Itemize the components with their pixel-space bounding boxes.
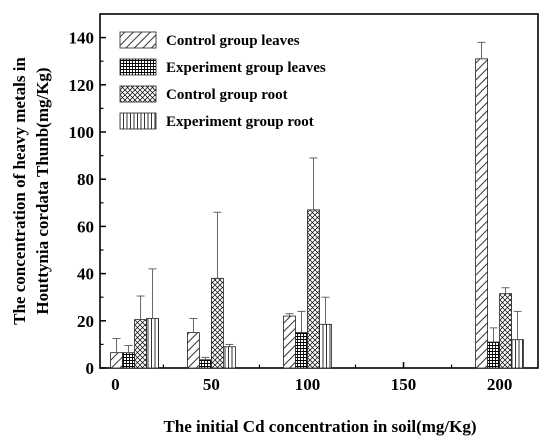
y-tick-label: 80 bbox=[77, 170, 94, 189]
legend-label: Experiment group root bbox=[166, 114, 314, 130]
bar-crosshatch-200 bbox=[499, 293, 512, 369]
bar-grid-50 bbox=[199, 359, 212, 369]
legend-swatch-grid bbox=[119, 58, 157, 76]
legend-label: Experiment group leaves bbox=[166, 60, 326, 76]
y-tick-label: 60 bbox=[77, 217, 94, 236]
y-tick-label: 40 bbox=[77, 265, 94, 284]
y-axis-title: The concentration of heavy metals in Hou… bbox=[10, 57, 52, 325]
legend-swatch-diagonal bbox=[119, 31, 157, 49]
y-tick-label: 140 bbox=[69, 29, 95, 48]
bar-vertical-100 bbox=[319, 323, 332, 369]
bar-crosshatch-100 bbox=[307, 209, 320, 369]
bar-diagonal-50 bbox=[187, 332, 200, 369]
y-tick-label: 0 bbox=[86, 359, 95, 378]
x-tick-label: 150 bbox=[391, 375, 417, 394]
bar-diagonal-200 bbox=[475, 58, 488, 369]
x-tick-label: 200 bbox=[487, 375, 513, 394]
x-tick-label: 0 bbox=[111, 375, 120, 394]
error-bars bbox=[112, 41, 522, 360]
y-axis-title-line-2: Houttynia cordata Thunb(mg/Kg) bbox=[33, 67, 52, 314]
legend-label: Control group leaves bbox=[166, 33, 300, 49]
y-tick-label: 20 bbox=[77, 312, 94, 331]
x-axis: 0 50 100 150 200 bbox=[111, 362, 512, 394]
legend-label: Control group root bbox=[166, 87, 288, 103]
legend: Control group leaves Experiment group lea… bbox=[119, 31, 326, 130]
bar-vertical-10 bbox=[146, 318, 159, 369]
y-tick-label: 100 bbox=[69, 123, 95, 142]
y-tick-label: 120 bbox=[69, 76, 95, 95]
bar-diagonal-10 bbox=[110, 352, 123, 369]
bar-crosshatch-10 bbox=[134, 319, 147, 369]
bar-crosshatch-50 bbox=[211, 277, 224, 369]
y-axis: 0 20 40 60 80 100 120 140 bbox=[69, 29, 106, 378]
bar-diagonal-100 bbox=[283, 315, 296, 369]
bars bbox=[110, 58, 524, 369]
bar-vertical-200 bbox=[511, 339, 524, 369]
bar-vertical-50 bbox=[223, 346, 236, 369]
x-tick-label: 100 bbox=[295, 375, 321, 394]
x-axis-title: The initial Cd concentration in soil(mg/… bbox=[163, 417, 476, 436]
y-axis-title-line-1: The concentration of heavy metals in bbox=[10, 57, 29, 325]
bar-grid-200 bbox=[487, 341, 500, 369]
bar-grid-100 bbox=[295, 332, 308, 369]
x-tick-label: 50 bbox=[203, 375, 220, 394]
legend-swatch-crosshatch bbox=[119, 85, 157, 103]
legend-swatch-vertical bbox=[119, 112, 157, 130]
bar-grid-10 bbox=[122, 352, 135, 369]
